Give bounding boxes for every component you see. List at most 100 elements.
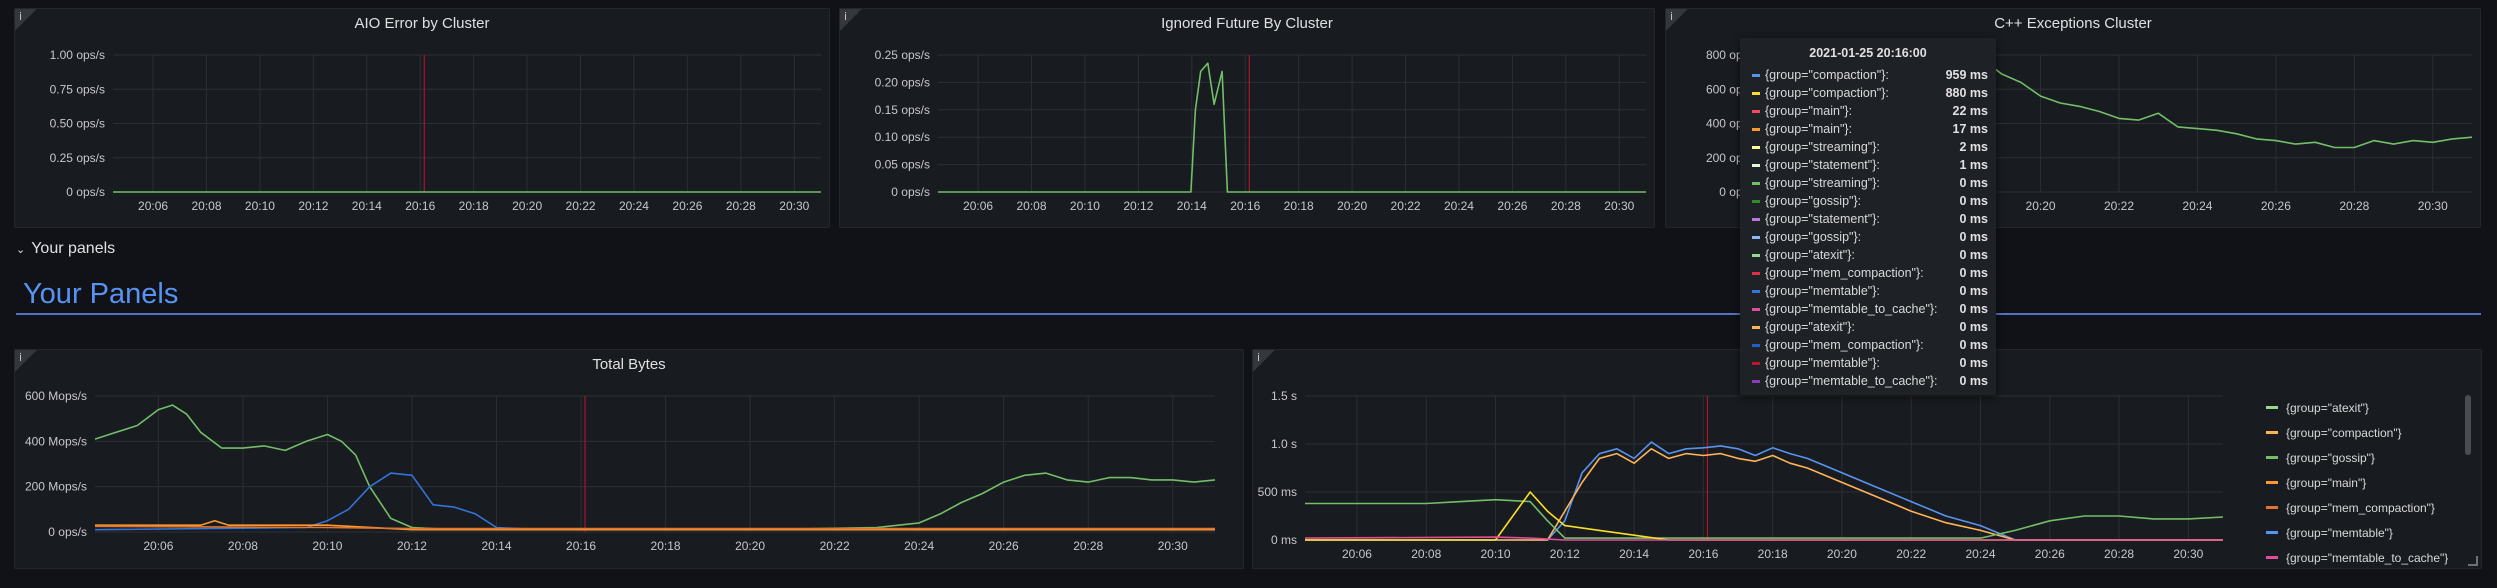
y-tick-label: 0 ops/s <box>48 525 87 539</box>
x-tick-label: 20:30 <box>2418 199 2448 213</box>
legend-item[interactable]: {group="mem_compaction"} <box>2266 495 2466 520</box>
legend-label: {group="gossip"} <box>2286 450 2375 465</box>
legend-swatch <box>2266 556 2278 559</box>
x-tick-label: 20:06 <box>963 199 993 213</box>
tooltip-row: {group="streaming"}: 2 ms <box>1740 138 1996 156</box>
x-tick-label: 20:26 <box>2261 199 2291 213</box>
tooltip-value: 0 ms <box>1959 374 1989 388</box>
x-tick-label: 20:06 <box>143 539 173 553</box>
legend-swatch <box>2266 506 2278 509</box>
resize-handle-icon[interactable] <box>2468 556 2478 566</box>
tooltip-value: 0 ms <box>1959 248 1989 262</box>
legend-item[interactable]: {group="gossip"} <box>2266 445 2466 470</box>
tooltip-value: 17 ms <box>1952 122 1988 136</box>
tooltip-row: {group="atexit"}: 0 ms <box>1740 246 1996 264</box>
legend-item[interactable]: {group="compaction"} <box>2266 420 2466 445</box>
panel-ignored-future[interactable]: i Ignored Future By Cluster 0.25 ops/s 0.… <box>839 8 1655 228</box>
tooltip-value: 0 ms <box>1959 338 1989 352</box>
x-tick-label: 20:22 <box>2104 199 2134 213</box>
panel-title[interactable]: Total Bytes <box>592 356 666 373</box>
row-title: Your panels <box>31 240 116 257</box>
x-tick-label: 20:24 <box>904 539 934 553</box>
panel-aio-error[interactable]: i AIO Error by Cluster 1.00 ops/s 0.75 op… <box>14 8 830 228</box>
x-tick-label: 20:12 <box>298 199 328 213</box>
x-tick-label: 20:26 <box>989 539 1019 553</box>
tooltip-row: {group="compaction"}: 880 ms <box>1740 84 1996 102</box>
legend-item[interactable]: {group="memtable"} <box>2266 520 2466 545</box>
tooltip-row: {group="statement"}: 1 ms <box>1740 156 1996 174</box>
series-swatch <box>1752 181 1760 185</box>
tooltip-label: {group="statement"}: <box>1765 212 1880 226</box>
series-swatch <box>1752 163 1760 167</box>
series-swatch <box>1752 271 1760 275</box>
legend-label: {group="compaction"} <box>2286 425 2402 440</box>
series-line <box>1305 498 2224 539</box>
legend-item[interactable]: {group="memtable_to_cache"} <box>2266 545 2466 570</box>
tooltip-value: 0 ms <box>1959 356 1989 370</box>
x-tick-label: 20:22 <box>820 539 850 553</box>
info-icon[interactable]: i <box>1666 9 1688 31</box>
x-tick-label: 20:08 <box>1016 199 1046 213</box>
series-line <box>94 404 1216 531</box>
series-swatch <box>1752 73 1760 77</box>
panel-latency[interactable]: i 1.5 s 1.0 s 500 ms 0 ms 20:06 20:08 20:10 20:… <box>1252 349 2482 569</box>
series-swatch <box>1752 325 1760 329</box>
y-tick-label: 0.75 ops/s <box>50 82 105 96</box>
x-tick-label: 20:24 <box>1965 547 1995 561</box>
x-tick-label: 20:10 <box>1070 199 1100 213</box>
series-line <box>1304 536 2223 541</box>
info-icon[interactable]: i <box>15 9 37 31</box>
tooltip-value: 0 ms <box>1959 194 1989 208</box>
tooltip-value: 0 ms <box>1959 302 1989 316</box>
x-tick-label: 20:22 <box>1391 199 1421 213</box>
panel-total-bytes[interactable]: i Total Bytes 600 Mops/s 400 Mops/s 200 Mo… <box>14 349 1244 569</box>
x-tick-label: 20:26 <box>1497 199 1527 213</box>
chart-latency[interactable]: 1.5 s 1.0 s 500 ms 0 ms 20:06 20:08 20:10 20:12… <box>1253 350 2483 570</box>
x-tick-label: 20:14 <box>481 539 511 553</box>
legend-item[interactable]: {group="main"} <box>2266 470 2466 495</box>
x-tick-label: 20:14 <box>352 199 382 213</box>
x-tick-label: 20:28 <box>1551 199 1581 213</box>
y-tick-label: 0.15 ops/s <box>875 103 930 117</box>
legend-label: {group="memtable_to_cache"} <box>2286 550 2449 565</box>
series-swatch <box>1752 109 1760 113</box>
info-icon[interactable]: i <box>840 9 862 31</box>
chart-total-bytes[interactable]: 600 Mops/s 400 Mops/s 200 Mops/s 0 ops/s 20:… <box>15 350 1245 570</box>
row-header-your-panels[interactable]: ⌄ Your panels <box>16 240 115 258</box>
tooltip-row: {group="streaming"}: 0 ms <box>1740 174 1996 192</box>
series-swatch <box>1752 91 1760 95</box>
legend-item[interactable]: {group="atexit"} <box>2266 395 2466 420</box>
series-swatch <box>1752 253 1760 257</box>
y-tick-label: 500 ms <box>1258 485 1297 499</box>
panel-title[interactable]: C++ Exceptions Cluster <box>1994 15 2152 32</box>
tooltip-label: {group="compaction"}: <box>1765 68 1889 82</box>
chart-ignored[interactable]: 0.25 ops/s 0.20 ops/s 0.15 ops/s 0.10 ops/s… <box>840 9 1656 229</box>
y-tick-label: 0.25 ops/s <box>50 151 105 165</box>
info-icon[interactable]: i <box>1253 350 1275 372</box>
tooltip-label: {group="atexit"}: <box>1765 320 1855 334</box>
tooltip-label: {group="main"}: <box>1765 122 1853 136</box>
x-tick-label: 20:18 <box>1284 199 1314 213</box>
legend-scrollbar[interactable] <box>2465 395 2471 455</box>
chart-aio[interactable]: 1.00 ops/s 0.75 ops/s 0.50 ops/s 0.25 ops/s… <box>15 9 831 229</box>
x-tick-label: 20:24 <box>2182 199 2212 213</box>
tooltip-label: {group="mem_compaction"}: <box>1765 338 1924 352</box>
tooltip-value: 2 ms <box>1959 140 1989 154</box>
panel-title[interactable]: Ignored Future By Cluster <box>1161 15 1333 32</box>
panel-title[interactable]: AIO Error by Cluster <box>354 15 490 32</box>
text-panel-heading: Your Panels <box>23 278 179 310</box>
series-swatch <box>1752 361 1760 365</box>
x-tick-label: 20:16 <box>405 199 435 213</box>
tooltip-row: {group="memtable_to_cache"}: 0 ms <box>1740 300 1996 318</box>
x-tick-label: 20:14 <box>1177 199 1207 213</box>
legend-swatch <box>2266 456 2278 459</box>
chevron-down-icon[interactable]: ⌄ <box>16 244 26 256</box>
x-tick-label: 20:28 <box>2104 547 2134 561</box>
series-swatch <box>1752 235 1760 239</box>
y-tick-label: 0.05 ops/s <box>875 158 930 172</box>
tooltip-value: 0 ms <box>1959 176 1989 190</box>
tooltip-row: {group="mem_compaction"}: 0 ms <box>1740 264 1996 282</box>
x-tick-label: 20:10 <box>1481 547 1511 561</box>
info-icon[interactable]: i <box>15 350 37 372</box>
tooltip-label: {group="statement"}: <box>1765 158 1880 172</box>
